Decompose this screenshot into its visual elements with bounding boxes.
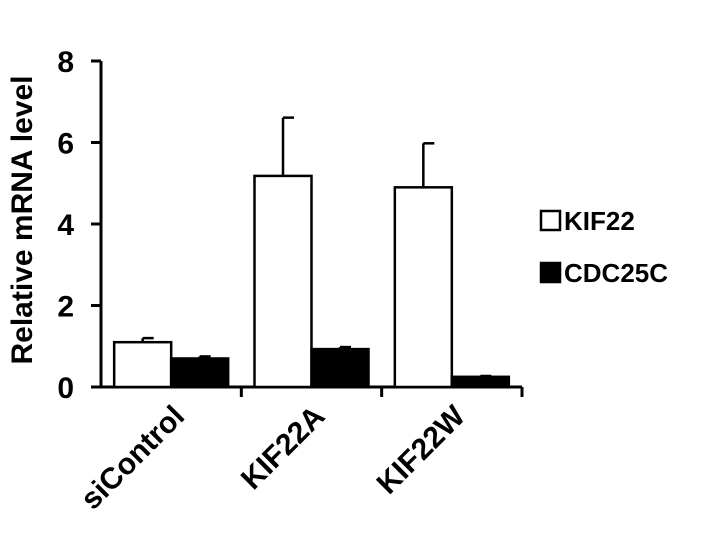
legend-swatch-cdc25c (539, 261, 562, 284)
y-axis-label: Relative mRNA level (6, 75, 39, 364)
bars (112, 174, 511, 389)
bar-kif22-kif22a (253, 174, 313, 389)
y-tick-label: 8 (57, 46, 74, 79)
y-tick-label: 0 (57, 372, 74, 405)
legend-label-kif22: KIF22 (564, 206, 635, 236)
y-tick-label: 4 (57, 209, 74, 242)
error-bars (141, 116, 492, 378)
legend: KIF22 CDC25C (539, 206, 668, 288)
x-tick-label: KIF22W (371, 399, 473, 501)
bar-kif22-sicontrol (112, 340, 173, 389)
y-ticks: 0 2 4 6 8 (57, 46, 101, 405)
bar-cdc25c-kif22a (310, 347, 370, 389)
y-tick-label: 6 (57, 128, 74, 161)
x-tick-labels: siControl KIF22A KIF22W (75, 399, 473, 516)
legend-label-cdc25c: CDC25C (564, 258, 668, 288)
bar-kif22-kif22w (393, 186, 454, 389)
x-tick-label: siControl (75, 400, 191, 516)
bar-cdc25c-sicontrol (169, 357, 230, 389)
y-tick-label: 2 (57, 291, 74, 324)
legend-swatch-kif22 (539, 209, 562, 232)
bar-cdc25c-kif22w (450, 375, 511, 389)
x-tick-label: KIF22A (235, 400, 331, 496)
